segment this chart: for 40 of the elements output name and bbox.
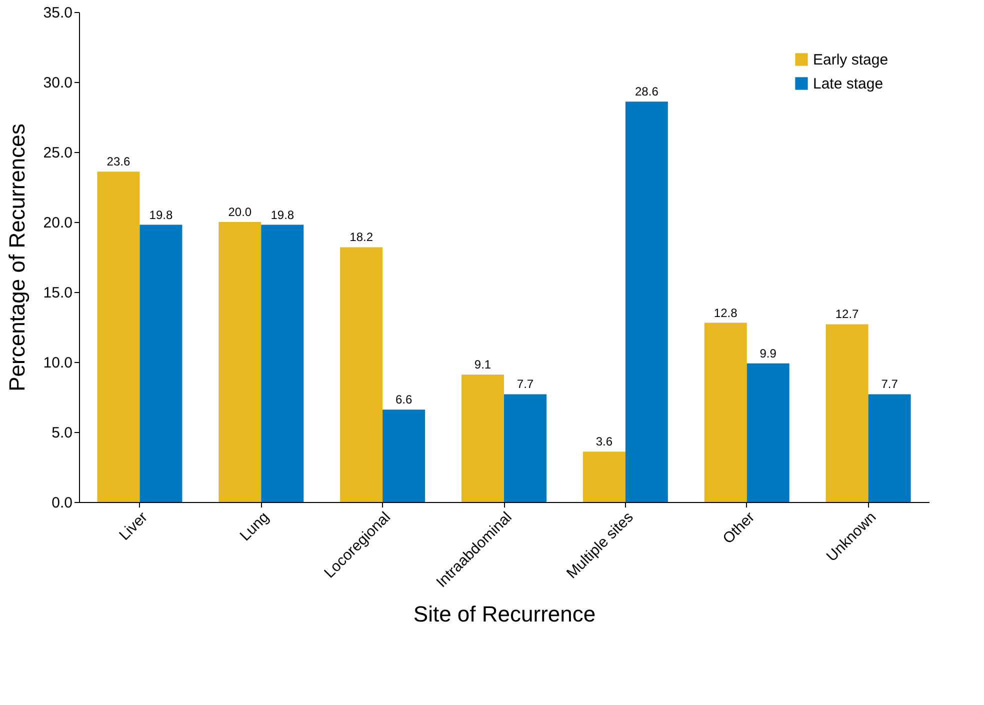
bar [704,322,747,502]
data-label: 18.2 [350,230,374,244]
data-label: 12.8 [714,306,738,320]
bar [625,102,668,502]
bar [97,172,140,502]
data-label: 19.8 [270,208,294,222]
y-tick-label: 0.0 [52,494,72,512]
bar [582,452,626,502]
data-label: 28.6 [635,84,659,99]
legend-label: Late stage [813,76,884,92]
y-tick-label: 5.0 [52,424,72,442]
bar [462,374,504,502]
bar [140,224,182,502]
data-label: 7.7 [516,377,534,392]
data-label: 23.6 [106,154,130,169]
y-tick-label: 25.0 [43,144,72,162]
bar [261,224,304,502]
y-axis-title: Percentage of Recurrences [4,124,30,392]
y-tick-label: 15.0 [43,284,72,302]
data-label: 3.6 [596,434,613,449]
x-axis-title: Site of Recurrence [413,601,596,626]
y-tick-label: 10.0 [43,354,72,372]
y-tick-label: 35.0 [43,4,72,22]
data-label: 7.7 [881,377,898,392]
data-label: 9.1 [474,358,492,372]
bar [826,324,868,502]
data-label: 9.9 [760,346,777,360]
bar [340,247,383,502]
bar [504,394,546,502]
data-label: 19.8 [149,208,173,222]
data-label: 6.6 [395,392,412,407]
bar [218,222,262,502]
bar [868,394,911,502]
y-tick-label: 20.0 [43,214,72,232]
data-label: 12.7 [835,307,860,322]
data-label: 20.0 [228,205,252,219]
bar [382,410,426,502]
legend-label: Early stage [813,52,888,68]
y-tick-label: 30.0 [43,74,72,92]
bar [746,363,790,502]
